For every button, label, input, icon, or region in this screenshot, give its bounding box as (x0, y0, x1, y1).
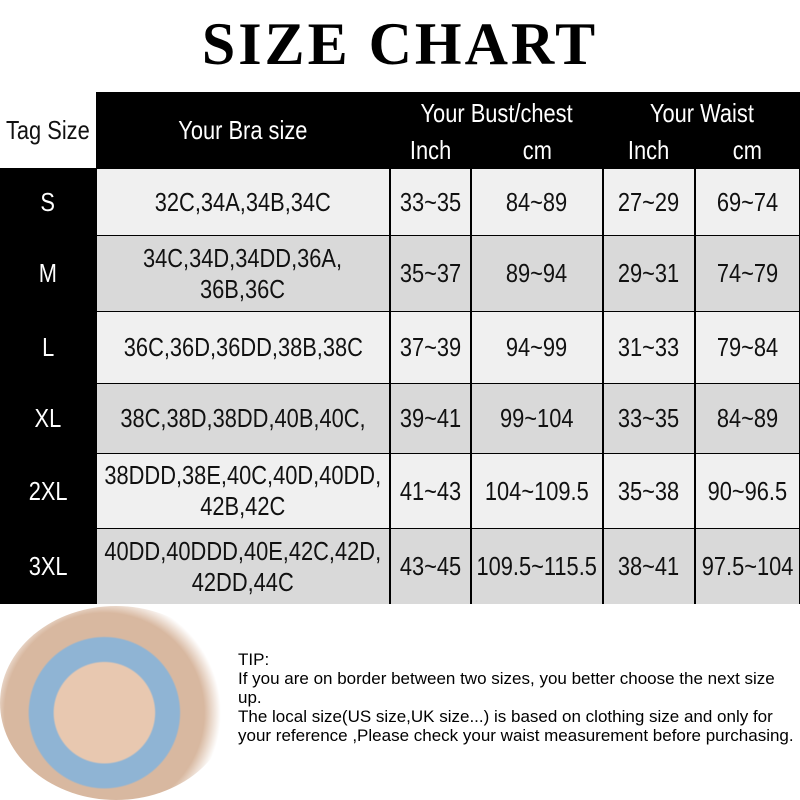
tag-size-cell: XL (0, 384, 96, 453)
bust-in-cell: 43~45 (391, 529, 470, 604)
waist-in-cell: 27~29 (604, 169, 694, 235)
bra-size-line: 40DD,40DDD,40E,42C,42D, (104, 535, 382, 566)
tag-size-cell: M (0, 236, 96, 311)
bust-cm-cell: 99~104 (472, 384, 602, 453)
waist-cm-cell: 79~84 (696, 312, 799, 383)
bust-in-cell: 39~41 (391, 384, 470, 453)
bra-cell: 34C,34D,34DD,36A, 36B,36C (97, 236, 389, 311)
bust-in-cell: 41~43 (391, 454, 470, 528)
tip-heading: TIP: (238, 650, 270, 669)
bust-cm-cell: 89~94 (472, 236, 602, 311)
waist-in-cell: 31~33 (604, 312, 694, 383)
bust-in-cell: 37~39 (391, 312, 470, 383)
page-title: SIZE CHART (201, 11, 599, 77)
bra-cell: 40DD,40DDD,40E,42C,42D, 42DD,44C (97, 529, 389, 604)
bra-cell: 32C,34A,34B,34C (97, 169, 389, 235)
bra-size-line: 32C,34A,34B,34C (154, 186, 332, 217)
header-bust-cm: cm (522, 134, 552, 165)
waist-cm-cell: 84~89 (696, 384, 799, 453)
bra-size-line: 38DDD,38E,40C,40D,40DD, (104, 460, 382, 490)
tag-size-cell: 3XL (0, 529, 96, 604)
waist-cm-cell: 97.5~104 (696, 529, 799, 604)
bra-size-line: 38C,38D,38DD,40B,40C, (120, 403, 366, 433)
bust-in-cell: 33~35 (391, 169, 470, 235)
bra-cell: 38DDD,38E,40C,40D,40DD, 42B,42C (97, 454, 389, 528)
size-table: Tag Size Your Bra size Your Bust/chest Y… (0, 92, 800, 604)
bra-cell: 36C,36D,36DD,38B,38C (97, 312, 389, 383)
header-waist-cm: cm (732, 134, 763, 165)
bust-in-cell: 35~37 (391, 236, 470, 311)
waist-cm-cell: 69~74 (696, 169, 799, 235)
bust-cm-cell: 84~89 (472, 169, 602, 235)
tip-text: TIP: If you are on border between two si… (238, 650, 800, 745)
bra-cell: 38C,38D,38DD,40B,40C, (97, 384, 389, 453)
tag-size-cell: L (0, 312, 96, 383)
waist-in-cell: 38~41 (604, 529, 694, 604)
header-bust: Your Bust/chest (420, 97, 573, 128)
tag-size-cell: S (0, 169, 96, 235)
waist-in-cell: 33~35 (604, 384, 694, 453)
header-waist: Your Waist (649, 97, 754, 128)
header-bust-inch: Inch (409, 134, 452, 165)
bra-size-line: 42DD,44C (192, 566, 294, 597)
waist-cm-cell: 90~96.5 (696, 454, 799, 528)
bust-cm-cell: 94~99 (472, 312, 602, 383)
tag-size-cell: 2XL (0, 454, 96, 528)
tip-line: If you are on border between two sizes, … (238, 669, 775, 707)
header-tag-size: Tag Size (0, 92, 96, 168)
waist-measuring-photo (0, 606, 232, 800)
bust-cm-cell: 109.5~115.5 (472, 529, 602, 604)
header-waist-inch: Inch (628, 134, 670, 165)
waist-in-cell: 35~38 (604, 454, 694, 528)
waist-in-cell: 29~31 (604, 236, 694, 311)
bust-cm-cell: 104~109.5 (472, 454, 602, 528)
bra-size-line: 36B,36C (200, 273, 286, 304)
header-bra-size: Your Bra size (178, 114, 308, 145)
bra-size-line: 36C,36D,36DD,38B,38C (123, 332, 363, 362)
bra-size-line: 42B,42C (200, 491, 286, 521)
tip-line: The local size(US size,UK size...) is ba… (238, 707, 794, 745)
waist-cm-cell: 74~79 (696, 236, 799, 311)
bra-size-line: 34C,34D,34DD,36A, (143, 242, 343, 273)
